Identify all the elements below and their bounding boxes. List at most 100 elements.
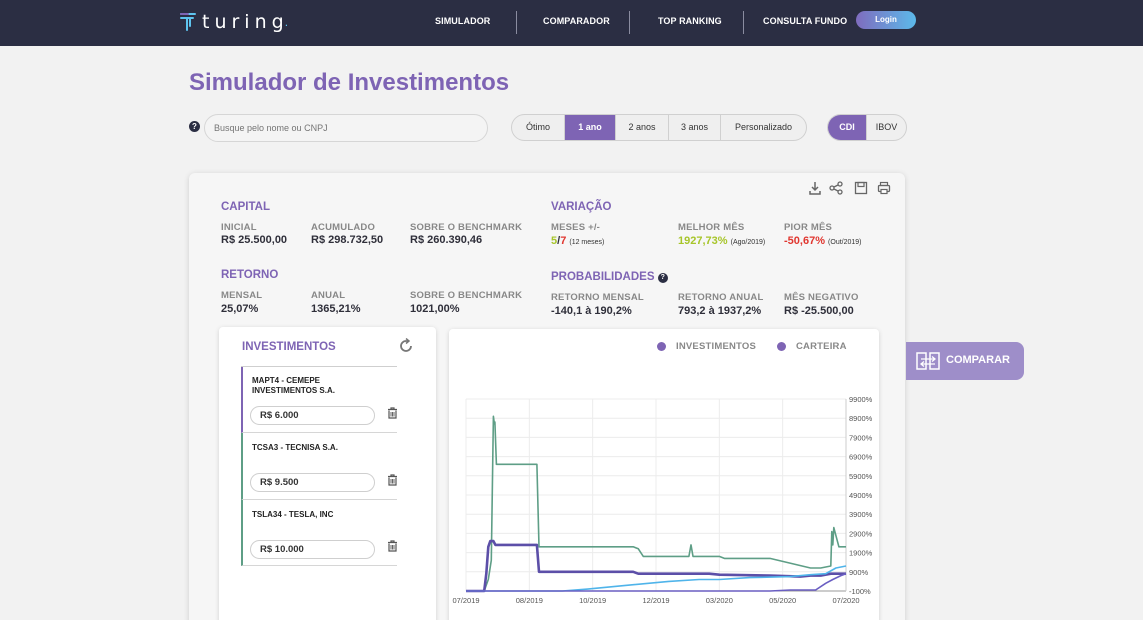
meses-note: (12 meses) [569,239,605,246]
series-line [466,415,846,592]
capital-benchmark-value: R$ 260.390,46 [410,234,483,246]
probabilidades-title: PROBABILIDADES ? [551,271,668,284]
benchmark-selector: CDI IBOV [827,114,907,141]
help-icon[interactable]: ? [189,121,200,132]
login-button[interactable]: Login [856,11,916,29]
retorno-mensal-value: 25,07% [221,303,259,315]
retorno-anual-value: 1365,21% [311,303,361,315]
compare-icon [916,352,940,370]
x-tick-label: 08/2019 [516,596,543,605]
nav-consulta-fundo[interactable]: CONSULTA FUNDO [763,16,848,26]
x-tick-label: 07/2020 [832,596,859,605]
trash-icon[interactable] [387,407,398,419]
top-navbar: turing . SIMULADOR COMPARADOR TOP RANKIN… [0,0,1143,46]
search-input[interactable] [204,114,488,142]
y-tick-label: 2900% [849,529,873,538]
pior-mes-pct: -50,67% [784,235,825,247]
period-2-anos[interactable]: 2 anos [616,115,669,140]
period-otimo[interactable]: Ótimo [512,115,565,140]
variacao-meses-label: MESES +/- [551,222,601,233]
period-3-anos[interactable]: 3 anos [669,115,721,140]
y-tick-label: 8900% [849,414,873,423]
retorno-anual-label: ANUAL [311,290,346,301]
refresh-icon[interactable] [398,338,414,354]
investment-name: TCSA3 - TECNISA S.A. [252,443,338,452]
period-personalizado[interactable]: Personalizado [734,122,793,132]
save-icon[interactable] [854,181,868,195]
investments-divider [241,366,397,367]
pior-mes-value: -50,67% (Out/2019) [784,235,862,247]
legend-investimentos[interactable]: INVESTIMENTOS [676,341,757,352]
melhor-mes-note: (Ago/2019) [730,239,766,246]
retorno-mensal-prob-value: -140,1 à 190,2% [551,305,632,317]
probabilidades-title-text: PROBABILIDADES [551,271,655,283]
period-selector: Ótimo 1 ano 2 anos 3 anos Personalizado [511,114,807,141]
nav-simulador[interactable]: SIMULADOR [435,16,491,26]
nav-divider [743,11,744,34]
meses-separator: / [557,235,561,247]
meses-positivos: 5 [551,235,558,247]
print-icon[interactable] [877,181,891,195]
capital-acumulado-label: ACUMULADO [311,222,376,233]
benchmark-ibov[interactable]: IBOV [875,122,898,132]
retorno-mensal-label: MENSAL [221,290,263,301]
melhor-mes-label: MELHOR MÊS [678,222,745,233]
pior-mes-label: PIOR MÊS [784,222,833,233]
series-line [466,539,846,593]
nav-top-ranking[interactable]: TOP RANKING [658,16,722,26]
investment-name: TSLA34 - TESLA, INC [252,510,334,519]
investment-amount-input[interactable] [250,473,375,492]
retorno-mensal-prob-label: RETORNO MENSAL [551,292,644,303]
brand-dot: . [284,15,289,29]
compare-button[interactable]: COMPARAR [906,342,1024,380]
nav-comparador[interactable]: COMPARADOR [543,16,610,26]
melhor-mes-pct: 1927,73% [678,235,728,247]
capital-benchmark-label: SOBRE O BENCHMARK [410,222,523,233]
investment-amount-input[interactable] [250,540,375,559]
nav-divider [629,11,630,34]
y-tick-label: 7900% [849,433,873,442]
mes-negativo-value: R$ -25.500,00 [784,305,854,317]
variacao-meses-value: 5/7 (12 meses) [551,235,604,247]
download-icon[interactable] [808,181,822,195]
trash-icon[interactable] [387,474,398,486]
meses-negativos: 7 [560,235,567,247]
x-tick-label: 10/2019 [579,596,606,605]
y-tick-label: -100% [849,587,871,596]
nav-divider [516,11,517,34]
investment-amount-input[interactable] [250,406,375,425]
retorno-benchmark-label: SOBRE O BENCHMARK [410,290,523,301]
capital-inicial-value: R$ 25.500,00 [221,234,288,246]
x-tick-label: 12/2019 [642,596,669,605]
y-tick-label: 900% [849,568,869,577]
investment-name: MAPT4 - CEMEPE INVESTIMENTOS S.A. [252,376,335,395]
investments-title: INVESTIMENTOS [242,341,336,353]
y-tick-label: 1900% [849,549,873,558]
legend-carteira-dot [777,342,786,351]
compare-label: COMPARAR [946,354,1010,366]
period-1-ano[interactable]: 1 ano [565,115,616,140]
retorno-anual-prob-value: 793,2 à 1937,2% [678,305,762,317]
x-tick-label: 05/2020 [769,596,796,605]
pior-mes-note: (Out/2019) [828,239,862,246]
legend-investimentos-dot [657,342,666,351]
page-title: Simulador de Investimentos [189,69,510,96]
variacao-title: VARIAÇÃO [551,201,612,213]
capital-title: CAPITAL [221,201,270,213]
legend-carteira[interactable]: CARTEIRA [796,341,847,352]
y-tick-label: 5900% [849,472,873,481]
retorno-benchmark-value: 1021,00% [410,303,460,315]
y-tick-label: 4900% [849,491,873,500]
capital-inicial-label: INICIAL [221,222,257,233]
x-tick-label: 07/2019 [452,596,479,605]
trash-icon[interactable] [387,540,398,552]
y-tick-label: 9900% [849,395,873,404]
probabilidades-help-icon[interactable]: ? [657,273,668,283]
mes-negativo-label: MÊS NEGATIVO [784,292,859,303]
retorno-title: RETORNO [221,269,279,281]
turing-logo[interactable]: turing . [180,11,288,33]
share-icon[interactable] [829,181,843,195]
retorno-anual-prob-label: RETORNO ANUAL [678,292,764,303]
benchmark-cdi[interactable]: CDI [828,115,867,140]
series-line [466,572,847,592]
